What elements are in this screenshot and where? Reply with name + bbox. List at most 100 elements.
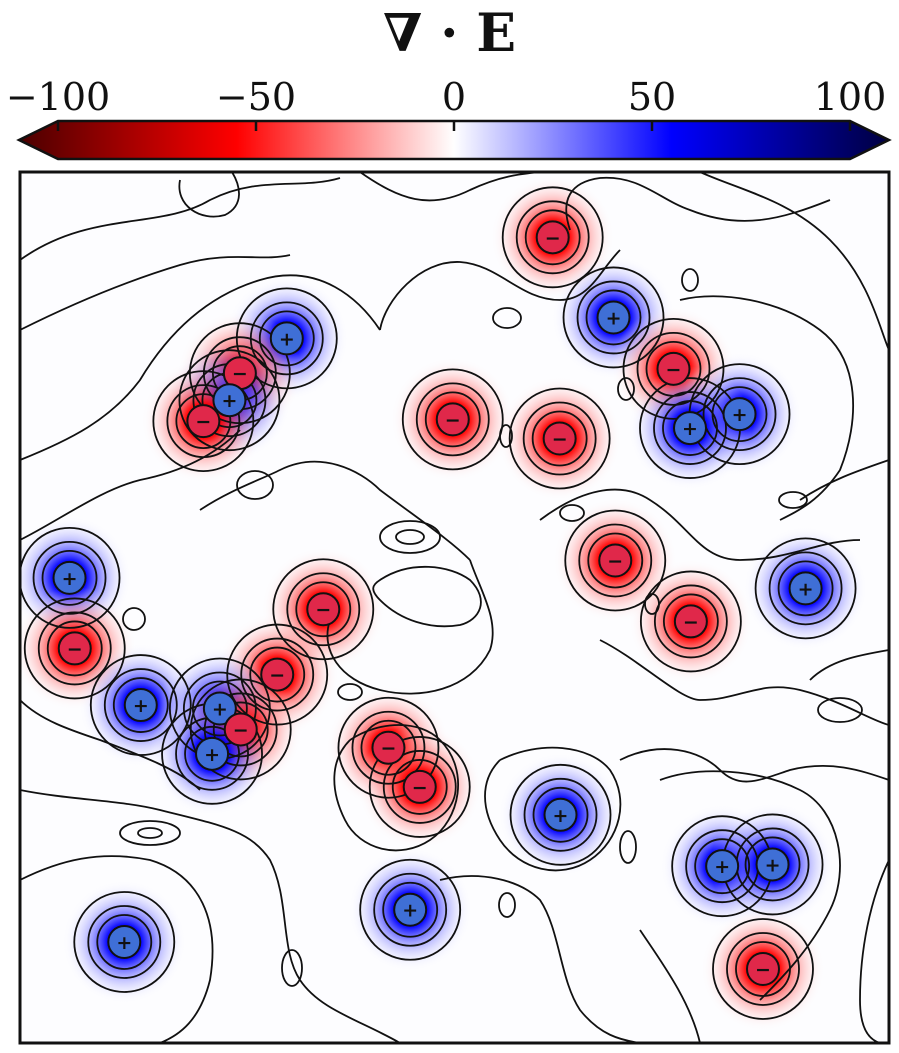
charge-marker (672, 411, 707, 446)
charge-ring (73, 891, 176, 993)
charge-sign-label: − (195, 411, 211, 433)
contour-line (20, 855, 214, 1043)
contour-ellipse (778, 491, 808, 509)
contour-line (439, 875, 641, 1043)
negative-charge: − (260, 657, 295, 692)
contour-ellipse (619, 830, 637, 864)
charge-ring (636, 331, 711, 406)
positive-charge: + (212, 383, 247, 418)
charge-ring (726, 932, 800, 1006)
positive-charge: + (596, 300, 631, 335)
charge-sign-label: − (607, 550, 623, 572)
charge-sign-label: + (221, 390, 237, 412)
charge-marker (402, 769, 437, 804)
contour-ellipse (559, 504, 585, 522)
charge-ring (735, 941, 791, 997)
charge-ring (662, 593, 719, 650)
charge-sign-label: + (553, 805, 569, 827)
contour-ellipse (617, 377, 635, 401)
charge-sign-label: + (682, 418, 698, 440)
charge-ring (653, 584, 728, 659)
charges: +−+−−+−++−−+−−−+ +−+−−+−−++++ +− (52, 220, 823, 986)
charge-ring (564, 509, 667, 612)
contour-line (484, 746, 622, 872)
contour-line (359, 172, 541, 202)
charge-ring (360, 719, 417, 776)
charge-marker (542, 421, 577, 456)
charge-marker (722, 397, 757, 432)
charge-ring (240, 637, 315, 712)
charge-ring (373, 872, 448, 947)
positive-charge: + (202, 691, 237, 726)
charge-ring (562, 266, 665, 369)
charge-marker (705, 849, 740, 884)
charge-ring (258, 310, 315, 367)
charge-ring (203, 692, 278, 767)
charge-marker (202, 691, 237, 726)
charge-marker (788, 571, 823, 606)
charge-ring (184, 725, 240, 782)
contour-line (809, 649, 889, 681)
contour-ellipse (498, 892, 516, 918)
charge-sign-label: − (67, 638, 83, 660)
charge-sign-label: + (279, 328, 295, 350)
positive-charge: + (269, 321, 304, 356)
contour-line (619, 748, 889, 783)
contour-ellipse (337, 683, 363, 701)
charge-marker (123, 688, 158, 723)
positive-charge: + (788, 571, 823, 606)
negative-charge: − (745, 951, 780, 986)
negative-charge: − (222, 356, 257, 391)
charge-ring (32, 540, 107, 615)
charge-ring (391, 759, 448, 815)
charge-ring (191, 680, 248, 737)
charge-sign-label: − (233, 719, 249, 741)
charge-ring (286, 572, 361, 647)
charge-marker (755, 847, 790, 882)
negative-charge: − (435, 402, 470, 437)
negative-charge: − (186, 404, 221, 439)
charge-sign-label: + (204, 744, 220, 766)
charge-ring (112, 677, 169, 733)
charge-ring (531, 410, 588, 467)
contour-line (326, 559, 494, 695)
charge-ring (37, 611, 112, 686)
charge-ring (103, 668, 178, 742)
charge-sign-label: + (798, 578, 814, 600)
contour-line (859, 859, 889, 1043)
charge-marker (543, 797, 578, 832)
contour-line (539, 488, 861, 561)
charge-sign-label: − (755, 959, 771, 981)
positive-charge: + (123, 688, 158, 723)
charge-ring (46, 620, 103, 677)
charge-ring (382, 750, 457, 824)
charge-marker (107, 924, 142, 959)
charge-sign-label: − (545, 227, 561, 249)
charge-ring (295, 581, 352, 638)
charge-ring (368, 736, 471, 838)
contour-line (679, 295, 854, 521)
charge-ring (522, 401, 597, 476)
charge-ring (694, 838, 751, 895)
contour-line (20, 254, 291, 331)
charge-marker (596, 300, 631, 335)
charge-ring (576, 280, 651, 355)
plot-frame (18, 170, 891, 1045)
contour-ellipse (395, 529, 425, 545)
charge-sign-label: + (732, 404, 748, 426)
charge-sign-label: − (380, 738, 396, 760)
charge-ring (337, 696, 440, 799)
positive-charge: + (705, 849, 740, 884)
charge-sign-label: + (714, 856, 730, 878)
charge-sign-label: + (116, 932, 132, 954)
positive-charge: + (543, 797, 578, 832)
charge-sign-label: − (315, 599, 331, 621)
charge-ring (175, 393, 232, 450)
charge-ring (768, 551, 843, 626)
contour-ellipse (122, 607, 146, 631)
positive-charge: + (393, 892, 428, 927)
contour-line (199, 460, 471, 561)
negative-charge: − (656, 351, 691, 386)
charge-ring (509, 763, 612, 866)
charge-ring (639, 570, 742, 673)
